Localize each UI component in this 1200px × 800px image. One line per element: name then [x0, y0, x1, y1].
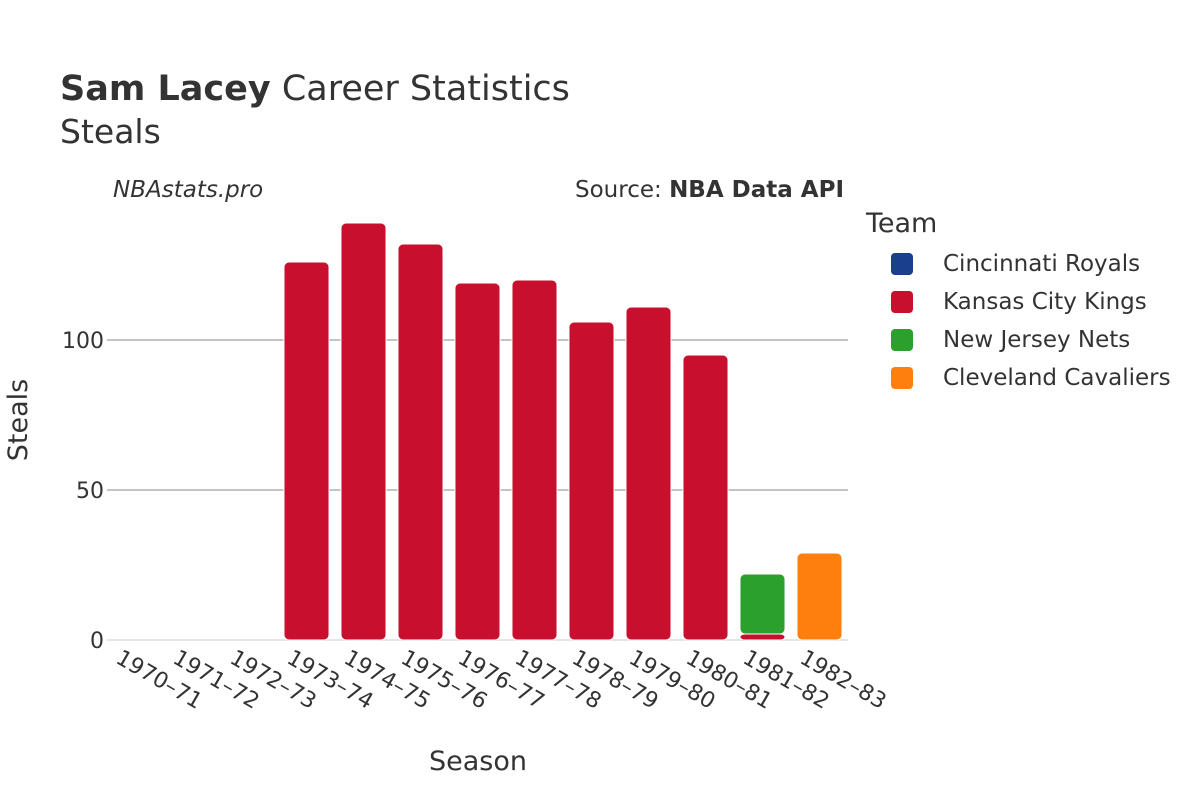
chart-subtitle: Steals [60, 112, 161, 151]
bars [283, 222, 843, 641]
title-rest: Career Statistics [270, 69, 570, 109]
bar [454, 282, 501, 641]
chart-title: Sam Lacey Career Statistics [60, 68, 570, 110]
source-credit: Source: NBA Data API [575, 177, 844, 203]
bar [682, 354, 729, 641]
x-axis-label: Season [429, 746, 527, 777]
x-tick-labels: 1970–711971–721972–731973–741974–751975–… [112, 646, 891, 715]
legend-label: New Jersey Nets [943, 327, 1131, 353]
legend-item[interactable]: Cincinnati Royals [866, 245, 1171, 283]
bar [568, 321, 615, 641]
bar [739, 573, 786, 635]
bar [397, 243, 444, 641]
legend-swatch [891, 291, 913, 313]
legend-label: Kansas City Kings [943, 289, 1147, 315]
bar [739, 633, 786, 641]
y-tick-labels: 0 50 100 [62, 329, 104, 654]
source-value: NBA Data API [669, 177, 844, 203]
source-label: Source: [575, 177, 670, 203]
legend-label: Cincinnati Royals [943, 251, 1141, 277]
legend-title: Team [866, 208, 938, 239]
bar [340, 222, 387, 641]
bar [283, 261, 330, 641]
y-tick-label: 100 [62, 329, 104, 354]
legend-items: Cincinnati Royals Kansas City Kings New Je… [866, 245, 1171, 397]
y-axis-label: Steals [3, 379, 34, 461]
brand-watermark: NBAstats.pro [113, 177, 264, 203]
legend-swatch [891, 253, 913, 275]
legend-item[interactable]: Kansas City Kings [866, 283, 1171, 321]
player-name: Sam Lacey [60, 69, 271, 109]
legend-swatch [891, 329, 913, 351]
legend-swatch [891, 367, 913, 389]
bar [625, 306, 672, 641]
legend: Team Cincinnati Royals Kansas City Kings N… [866, 208, 1171, 397]
bar [796, 552, 843, 641]
bar [511, 279, 558, 641]
y-tick-label: 0 [90, 629, 104, 654]
legend-label: Cleveland Cavaliers [943, 365, 1171, 391]
legend-item[interactable]: New Jersey Nets [866, 321, 1171, 359]
y-tick-label: 50 [76, 479, 104, 504]
legend-item[interactable]: Cleveland Cavaliers [866, 359, 1171, 397]
